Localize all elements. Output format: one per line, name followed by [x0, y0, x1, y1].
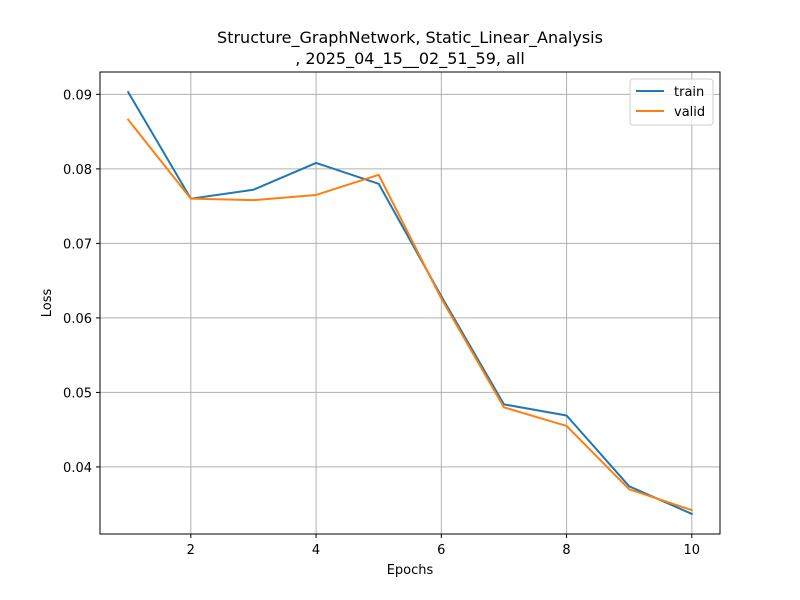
series-valid-line [126, 118, 694, 512]
plot-area-frame [99, 71, 721, 535]
y-axis-ticks: 0.04 0.05 0.06 0.07 0.08 0.09 [63, 88, 100, 476]
x-axis-ticks: 2 4 6 8 10 [187, 534, 700, 558]
grid [100, 72, 720, 534]
x-tick-label: 2 [187, 543, 195, 558]
legend-train-label: train [674, 85, 704, 100]
y-tick-label: 0.08 [63, 163, 92, 178]
x-tick-label: 8 [562, 543, 570, 558]
x-axis-label: Epochs [387, 563, 434, 578]
legend-valid-label: valid [674, 105, 705, 120]
chart-title-line-1: Structure_GraphNetwork, Static_Linear_An… [217, 28, 603, 48]
x-tick-label: 10 [684, 543, 701, 558]
y-tick-label: 0.04 [63, 461, 92, 476]
y-axis-label: Loss [40, 289, 55, 318]
y-tick-label: 0.07 [63, 237, 92, 252]
x-tick-label: 6 [437, 543, 445, 558]
y-tick-label: 0.05 [63, 386, 92, 401]
y-tick-label: 0.06 [63, 312, 92, 327]
series-train-line [126, 90, 694, 516]
plot-lines [126, 90, 694, 516]
x-tick-label: 4 [312, 543, 320, 558]
legend: train valid [629, 78, 714, 126]
chart-title-line-2: , 2025_04_15__02_51_59, all [295, 49, 525, 69]
y-tick-label: 0.09 [63, 88, 92, 103]
